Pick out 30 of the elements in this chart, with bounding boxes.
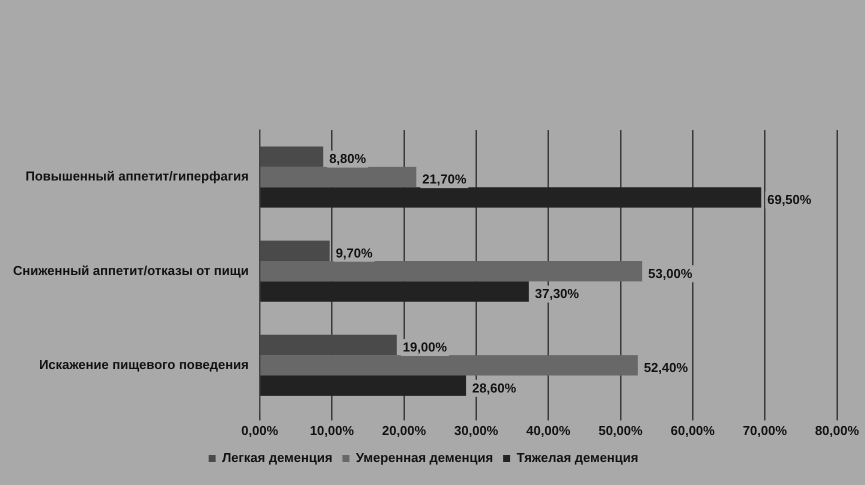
bar [260,187,762,208]
y-tick-label: Сниженный аппетит/отказы от пищи [13,262,249,278]
legend-label: Легкая деменция [222,450,332,466]
bar [260,376,466,396]
data-label: 21,70% [422,172,467,187]
data-label: 53,00% [648,266,693,281]
data-label: 37,30% [534,286,580,302]
x-tick-label: 0,00% [241,422,279,438]
x-tick-label: 50,00% [598,422,643,438]
bar [260,355,638,376]
x-tick-label: 10,00% [310,422,354,438]
data-label: 8,80% [329,151,367,166]
legend-label: Умеренная деменция [356,450,494,466]
data-label: 52,40% [644,360,688,375]
legend-label: Тяжелая деменция [516,450,638,466]
data-label: 28,60% [472,380,517,396]
x-tick-label: 20,00% [382,422,427,438]
bar [260,166,416,188]
data-label: 69,50% [767,192,812,208]
y-tick-label: Повышенный аппетит/гиперфагия [25,168,249,184]
bar [260,281,529,302]
bar [260,261,642,282]
data-label: 19,00% [402,340,448,355]
x-tick-label: 40,00% [526,422,571,438]
data-label: 9,70% [336,245,373,260]
x-tick-label: 30,00% [454,422,499,438]
x-tick-label: 80,00% [814,422,860,438]
x-tick-label: 70,00% [742,422,788,438]
x-tick-label: 60,00% [670,422,716,438]
y-tick-label: Искажение пищевого поведения [39,356,249,372]
